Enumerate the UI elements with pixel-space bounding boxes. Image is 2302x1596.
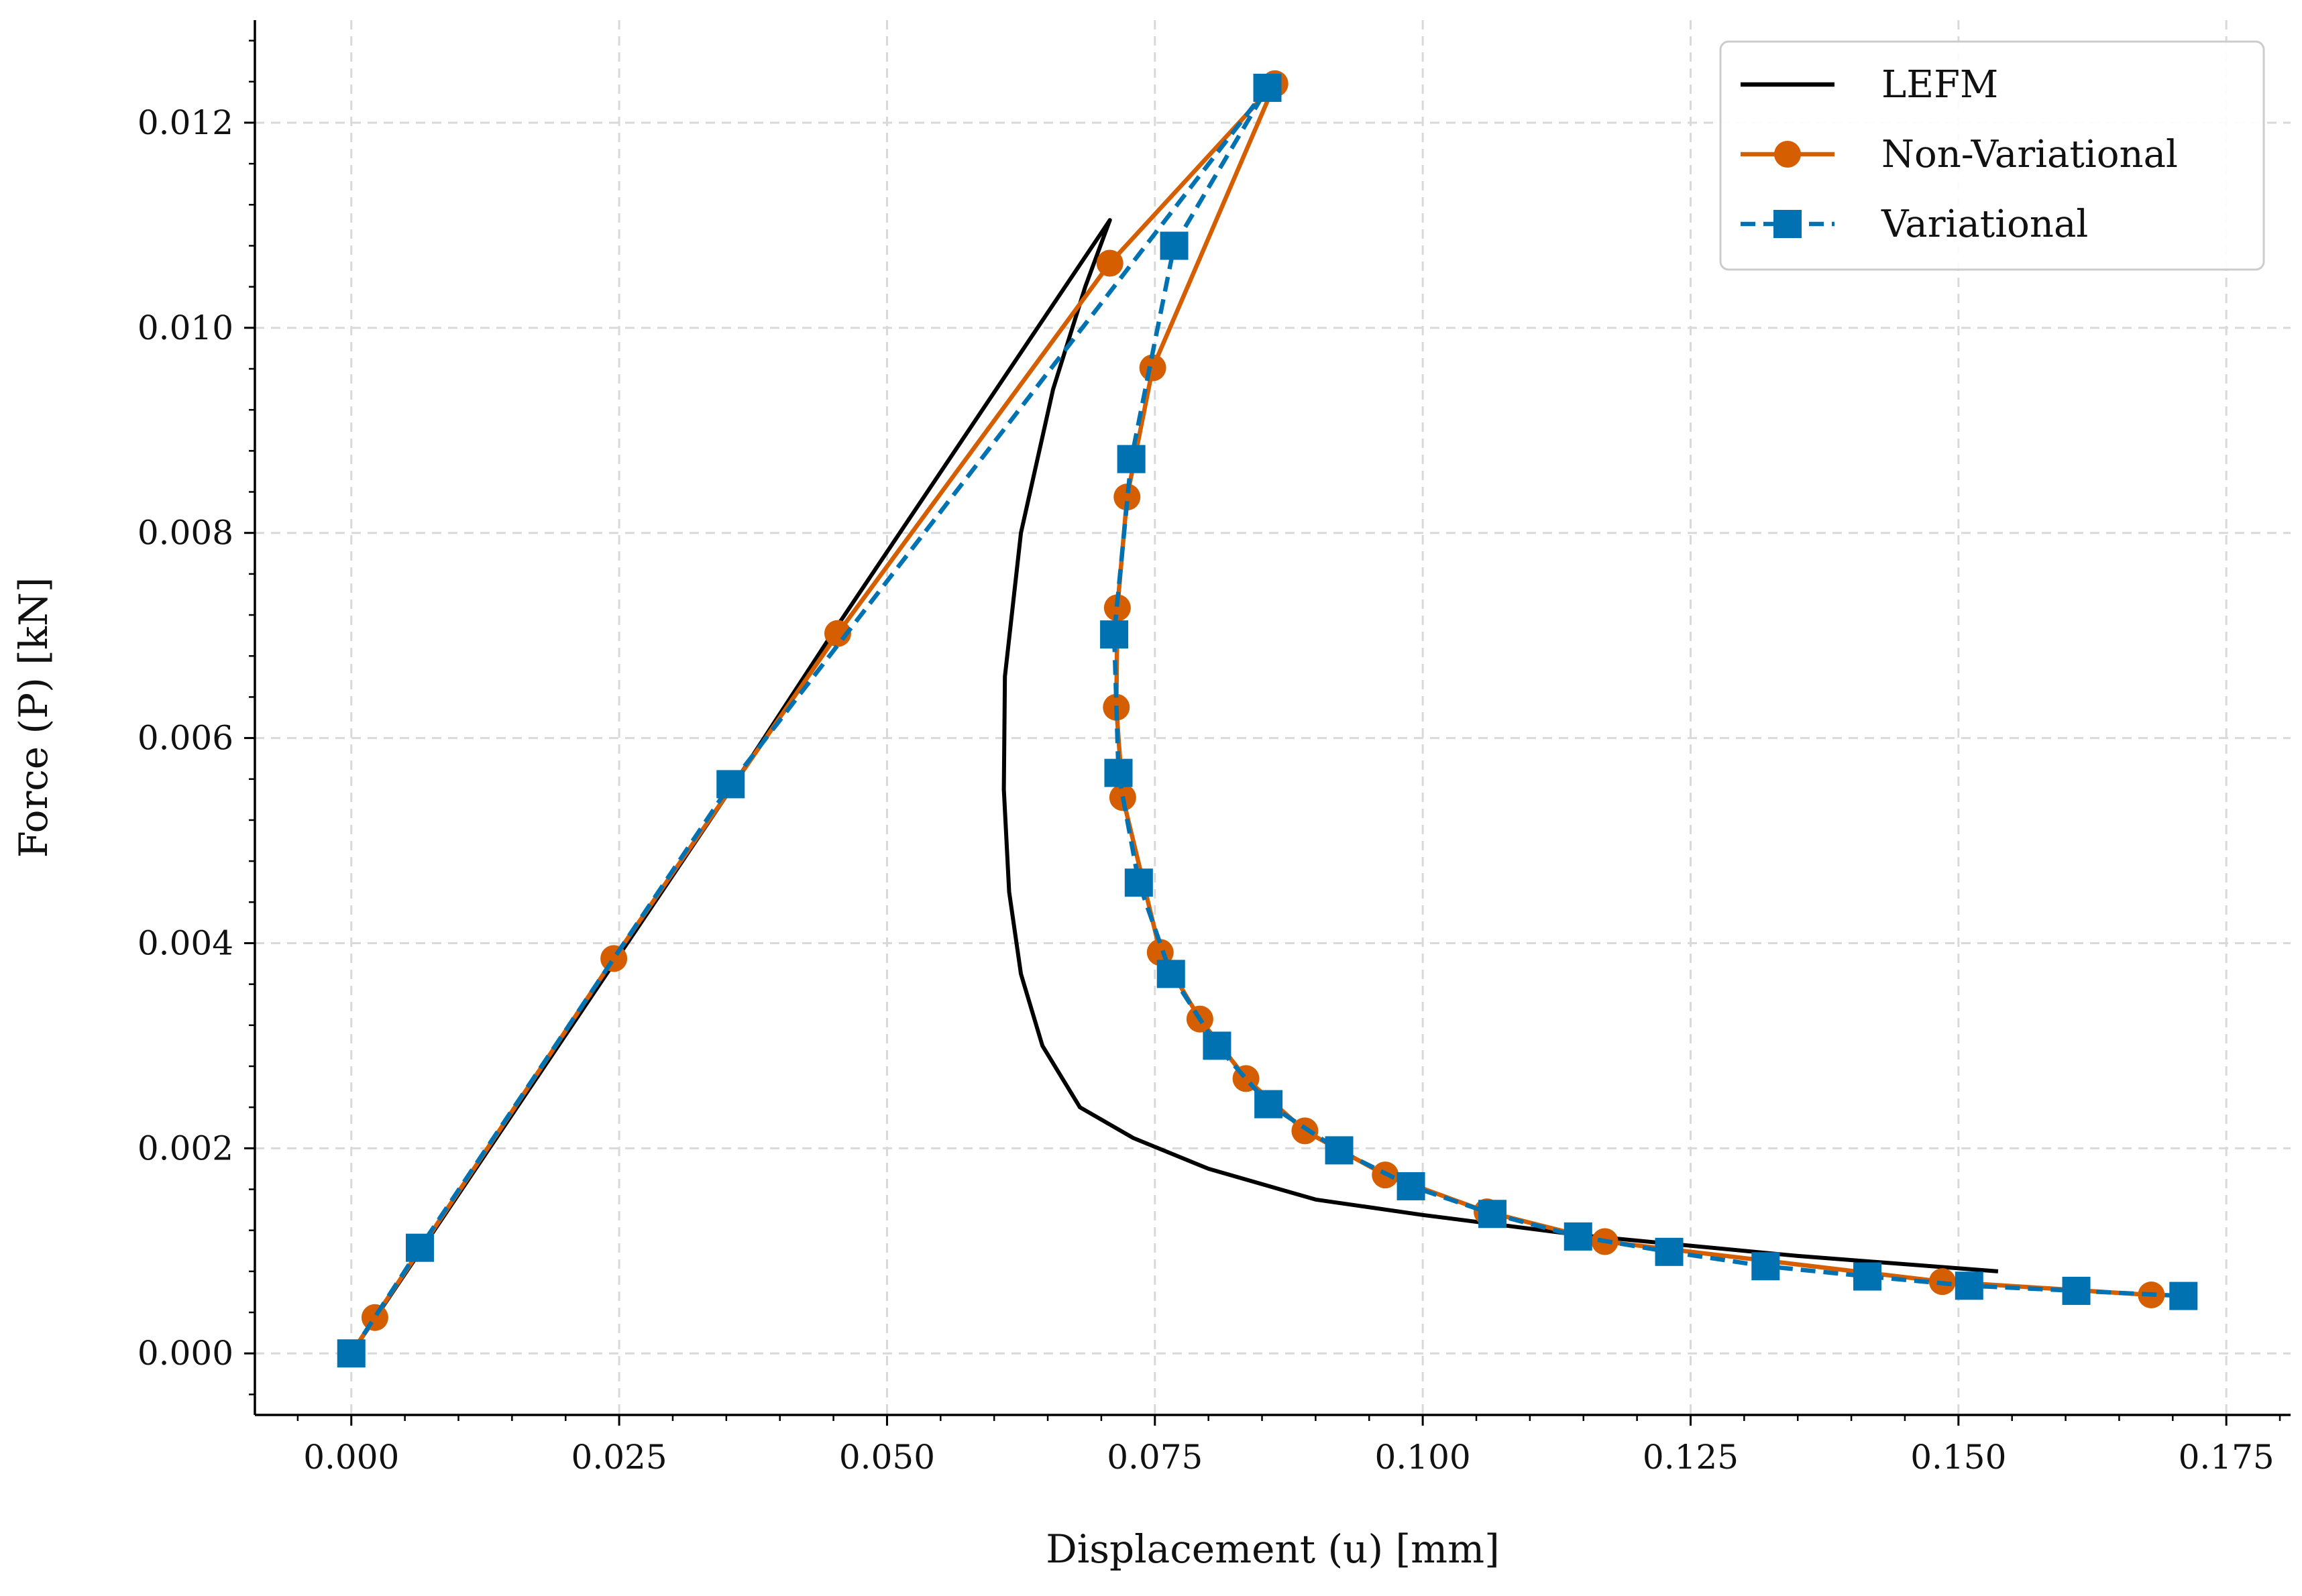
data-point bbox=[1100, 620, 1129, 649]
y-tick-label: 0.012 bbox=[138, 103, 233, 142]
y-tick-label: 0.002 bbox=[138, 1129, 233, 1167]
grid bbox=[255, 20, 2291, 1415]
data-point bbox=[1113, 483, 1141, 511]
legend-label: Non-Variational bbox=[1881, 133, 2178, 176]
y-axis-title: Force (P) [kN] bbox=[11, 577, 56, 858]
data-point bbox=[2062, 1276, 2091, 1305]
data-point bbox=[1124, 868, 1153, 897]
data-point bbox=[1325, 1136, 1354, 1165]
data-point bbox=[600, 945, 628, 972]
axes bbox=[244, 20, 2291, 1426]
legend-item: LEFM bbox=[1741, 63, 1998, 107]
data-point bbox=[361, 1304, 388, 1331]
data-point bbox=[824, 620, 851, 647]
data-point bbox=[1117, 445, 1146, 473]
tick-labels: 0.000 0.025 0.050 0.075 0.100 0.125 0.150 0.175… bbox=[138, 103, 2274, 1477]
data-point bbox=[1564, 1222, 1592, 1251]
data-point bbox=[1291, 1117, 1319, 1145]
series-lefm bbox=[349, 218, 1999, 1355]
legend: LEFM Non-Variational Variational bbox=[1719, 40, 2265, 271]
data-point bbox=[1103, 594, 1131, 622]
y-tick-label: 0.000 bbox=[138, 1334, 233, 1373]
series-line bbox=[349, 218, 1999, 1355]
legend-swatch-marker bbox=[1774, 141, 1801, 168]
data-point bbox=[337, 1339, 366, 1368]
data-point bbox=[405, 1233, 434, 1262]
data-point bbox=[1203, 1031, 1231, 1060]
x-tick-label: 0.125 bbox=[1643, 1438, 1739, 1477]
data-point bbox=[1160, 231, 1189, 260]
x-tick-label: 0.050 bbox=[839, 1438, 935, 1477]
x-tick-label: 0.150 bbox=[1910, 1438, 2006, 1477]
data-point bbox=[716, 770, 745, 799]
data-point bbox=[1478, 1200, 1506, 1229]
legend-item: Variational bbox=[1741, 203, 2088, 246]
data-point bbox=[1253, 73, 1282, 102]
data-point bbox=[1396, 1172, 1425, 1200]
y-tick-label: 0.008 bbox=[138, 514, 233, 553]
legend-box bbox=[1719, 40, 2265, 271]
y-tick-label: 0.004 bbox=[138, 923, 233, 962]
series-variational bbox=[337, 73, 2198, 1368]
y-tick-label: 0.010 bbox=[138, 308, 233, 347]
legend-swatch-marker bbox=[1773, 210, 1802, 238]
x-tick-label: 0.175 bbox=[2179, 1438, 2274, 1477]
series-line bbox=[349, 81, 2152, 1355]
data-point bbox=[1751, 1252, 1780, 1281]
data-point bbox=[1156, 960, 1185, 988]
data-point bbox=[1655, 1237, 1684, 1266]
data-point bbox=[1096, 249, 1123, 277]
x-tick-label: 0.025 bbox=[571, 1438, 667, 1477]
legend-item: Non-Variational bbox=[1741, 133, 2178, 176]
y-tick-label: 0.006 bbox=[138, 719, 233, 758]
x-tick-label: 0.000 bbox=[303, 1438, 399, 1477]
series-line bbox=[349, 85, 2184, 1355]
x-tick-label: 0.075 bbox=[1107, 1438, 1203, 1477]
legend-label: Variational bbox=[1881, 203, 2088, 246]
data-point bbox=[1853, 1262, 1882, 1291]
plot-series bbox=[337, 70, 2198, 1368]
legend-label: LEFM bbox=[1881, 63, 1998, 107]
x-tick-label: 0.100 bbox=[1375, 1438, 1471, 1477]
data-point bbox=[1139, 354, 1166, 382]
data-point bbox=[1955, 1271, 1983, 1300]
x-axis-title: Displacement (u) [mm] bbox=[1046, 1526, 1500, 1572]
data-point bbox=[1104, 758, 1133, 787]
data-point bbox=[1254, 1090, 1283, 1119]
data-point bbox=[2169, 1281, 2198, 1310]
